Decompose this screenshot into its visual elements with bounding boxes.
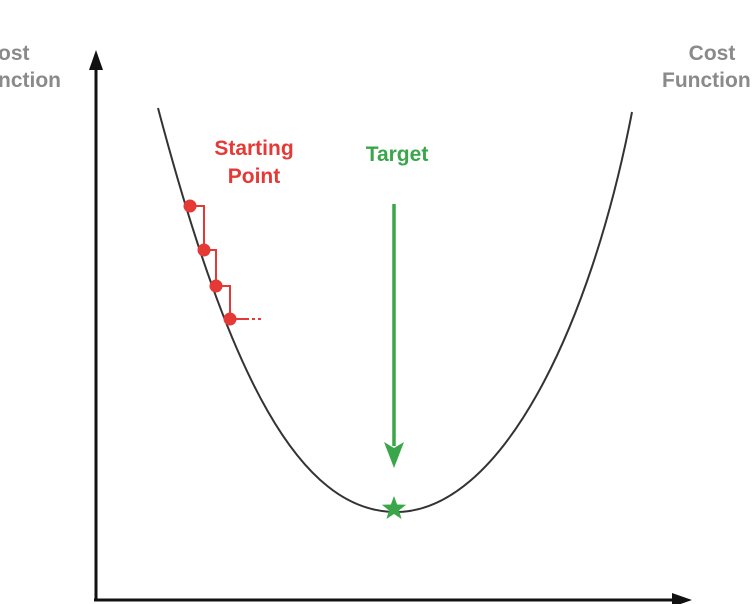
x-axis-arrow-icon xyxy=(672,593,692,604)
star-icon xyxy=(381,496,407,519)
step-point-icon xyxy=(209,279,223,293)
starting-point-label-line1: Starting xyxy=(214,137,293,160)
target-arrow xyxy=(384,204,404,468)
cost-function-label-right-line2: Function xyxy=(662,69,751,92)
starting-point-label-line2: Point xyxy=(228,165,281,188)
step-point-icon xyxy=(183,199,197,213)
gradient-steps xyxy=(183,199,262,326)
axes xyxy=(89,50,692,604)
target-label: Target xyxy=(366,143,429,166)
arrow-down-icon xyxy=(384,442,404,468)
step-point-icon xyxy=(223,312,237,326)
cost-function-label-left-line2: nction xyxy=(0,69,61,92)
step-point-icon xyxy=(197,243,211,257)
cost-function-label-left-line1: ost xyxy=(0,42,30,65)
cost-function-label-right-line1: Cost xyxy=(689,42,736,65)
y-axis-arrow-icon xyxy=(89,50,103,70)
